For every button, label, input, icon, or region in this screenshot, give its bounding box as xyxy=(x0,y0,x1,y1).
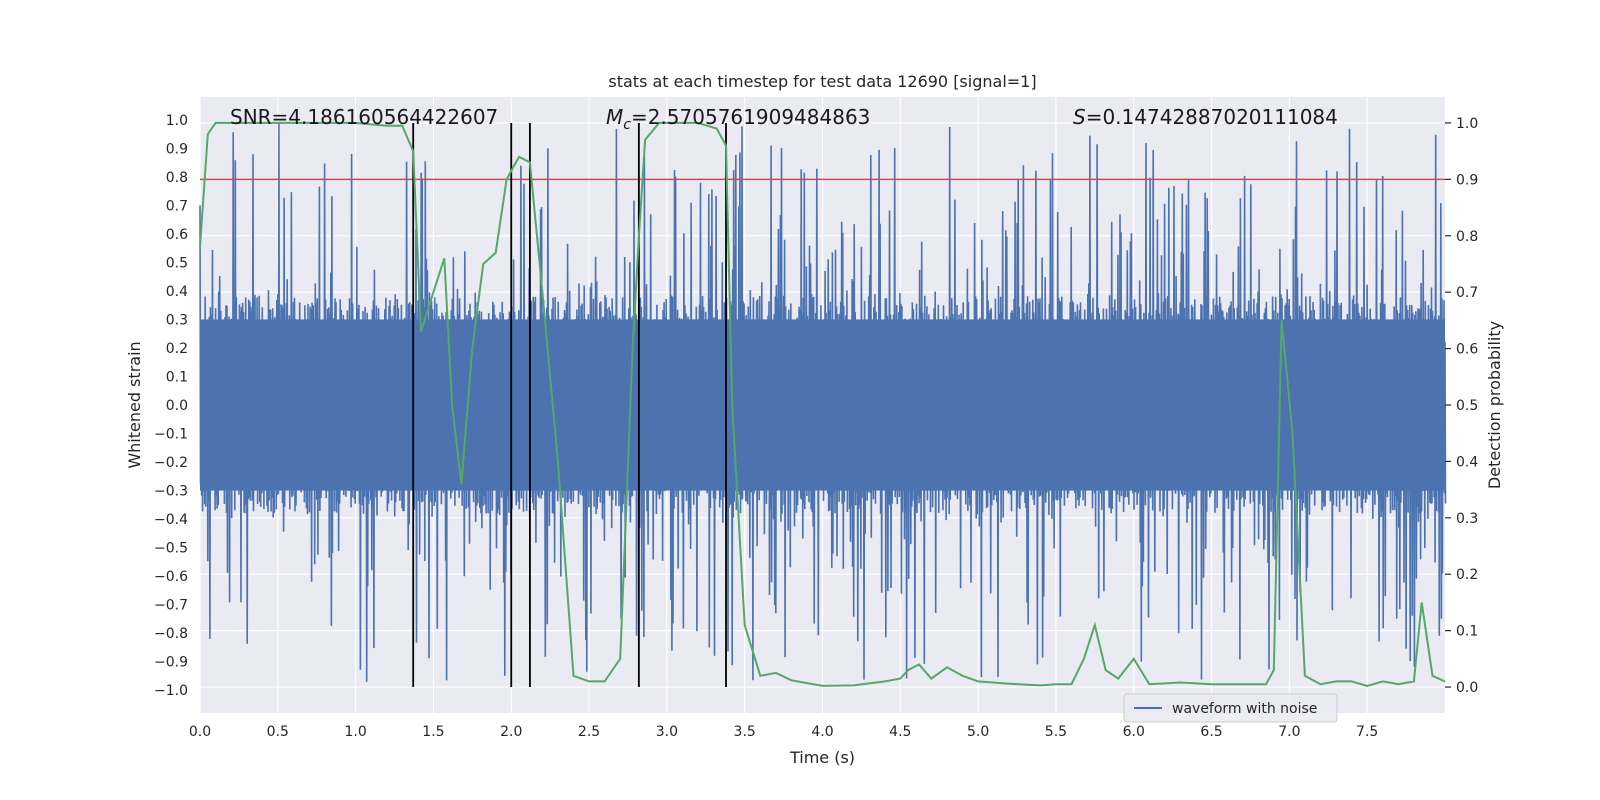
y-right-tick-label: 0.8 xyxy=(1456,229,1478,245)
x-tick-label: 0.0 xyxy=(189,724,211,740)
y-left-tick-label: 0.4 xyxy=(166,284,188,300)
y-right-tick-label: 0.5 xyxy=(1456,398,1478,414)
y-right-axis-ticks: 0.0 0.1 0.2 0.3 0.4 0.5 0.6 0.7 0.8 0.9 1.0 xyxy=(1445,116,1478,696)
y-left-tick-label: −0.7 xyxy=(154,598,188,614)
s-annotation: S=0.14742887020111084 xyxy=(1073,105,1338,129)
y-left-tick-label: 0.3 xyxy=(166,312,188,328)
y-left-tick-label: −0.2 xyxy=(154,455,188,471)
y-left-axis-label: Whitened strain xyxy=(125,341,144,468)
y-left-tick-label: 0.0 xyxy=(166,398,188,414)
snr-annotation: SNR=4.186160564422607 xyxy=(230,105,498,129)
y-right-tick-label: 0.2 xyxy=(1456,567,1478,583)
chirp-mass-value: =2.5705761909484863 xyxy=(631,105,870,129)
s-symbol: S xyxy=(1073,105,1086,129)
y-left-tick-label: 1.0 xyxy=(166,113,188,129)
x-tick-label: 7.0 xyxy=(1278,724,1300,740)
x-tick-label: 7.5 xyxy=(1356,724,1378,740)
x-axis-ticks: 0.0 0.5 1.0 1.5 2.0 2.5 3.0 3.5 4.0 4.5 5.0 5.5 6.0 6… xyxy=(189,724,1378,740)
legend-label-waveform: waveform with noise xyxy=(1172,701,1317,717)
x-tick-label: 4.5 xyxy=(889,724,911,740)
y-left-tick-label: 0.5 xyxy=(166,255,188,271)
x-tick-label: 1.5 xyxy=(422,724,444,740)
x-tick-label: 6.0 xyxy=(1123,724,1145,740)
x-tick-label: 0.5 xyxy=(267,724,289,740)
x-tick-label: 5.0 xyxy=(967,724,989,740)
x-tick-label: 6.5 xyxy=(1200,724,1222,740)
x-tick-label: 1.0 xyxy=(344,724,366,740)
y-left-tick-label: −0.1 xyxy=(154,427,188,443)
y-left-tick-label: −1.0 xyxy=(154,683,188,699)
y-left-tick-label: 0.6 xyxy=(166,227,188,243)
y-left-tick-label: 0.8 xyxy=(166,170,188,186)
chirp-mass-subscript: c xyxy=(623,117,631,133)
y-right-tick-label: 0.9 xyxy=(1456,172,1478,188)
waveform-with-noise-series xyxy=(199,122,1447,682)
y-right-tick-label: 0.0 xyxy=(1456,680,1478,696)
y-left-tick-label: 0.2 xyxy=(166,341,188,357)
legend-box xyxy=(1123,693,1338,723)
x-tick-label: 2.0 xyxy=(500,724,522,740)
x-tick-label: 3.0 xyxy=(656,724,678,740)
y-right-tick-label: 1.0 xyxy=(1456,116,1478,132)
legend: waveform with noise xyxy=(1123,693,1338,723)
chirp-mass-symbol: M xyxy=(606,105,623,129)
y-right-tick-label: 0.3 xyxy=(1456,511,1478,527)
x-axis-label: Time (s) xyxy=(789,748,855,767)
y-left-tick-label: 0.9 xyxy=(166,141,188,157)
y-left-axis-ticks: −1.0 −0.9 −0.8 −0.7 −0.6 −0.5 −0.4 −0.3 −0.2 −0.1… xyxy=(154,113,188,699)
waveform-dense-band xyxy=(200,319,1445,491)
detection-probability-line xyxy=(199,121,1446,687)
y-right-tick-label: 0.7 xyxy=(1456,285,1478,301)
y-left-tick-label: −0.4 xyxy=(154,512,188,528)
y-right-axis-label: Detection probability xyxy=(1485,321,1504,489)
y-left-tick-label: −0.9 xyxy=(154,655,188,671)
s-value: =0.14742887020111084 xyxy=(1086,105,1338,129)
y-right-tick-label: 0.6 xyxy=(1456,342,1478,358)
y-left-tick-label: −0.6 xyxy=(154,569,188,585)
x-tick-label: 2.5 xyxy=(578,724,600,740)
x-tick-label: 5.5 xyxy=(1045,724,1067,740)
y-left-tick-label: −0.8 xyxy=(154,626,188,642)
y-left-tick-label: −0.5 xyxy=(154,541,188,557)
y-left-tick-label: −0.3 xyxy=(154,484,188,500)
y-left-tick-label: 0.7 xyxy=(166,198,188,214)
x-tick-label: 4.0 xyxy=(811,724,833,740)
x-tick-label: 3.5 xyxy=(734,724,756,740)
chirp-mass-annotation: Mc=2.5705761909484863 xyxy=(606,105,870,133)
detection-probability-series xyxy=(199,121,1446,687)
y-left-tick-label: 0.1 xyxy=(166,369,188,385)
vertical-markers xyxy=(412,122,727,688)
chart-title: stats at each timestep for test data 126… xyxy=(608,72,1036,91)
y-right-tick-label: 0.1 xyxy=(1456,624,1478,640)
y-right-tick-label: 0.4 xyxy=(1456,454,1478,470)
